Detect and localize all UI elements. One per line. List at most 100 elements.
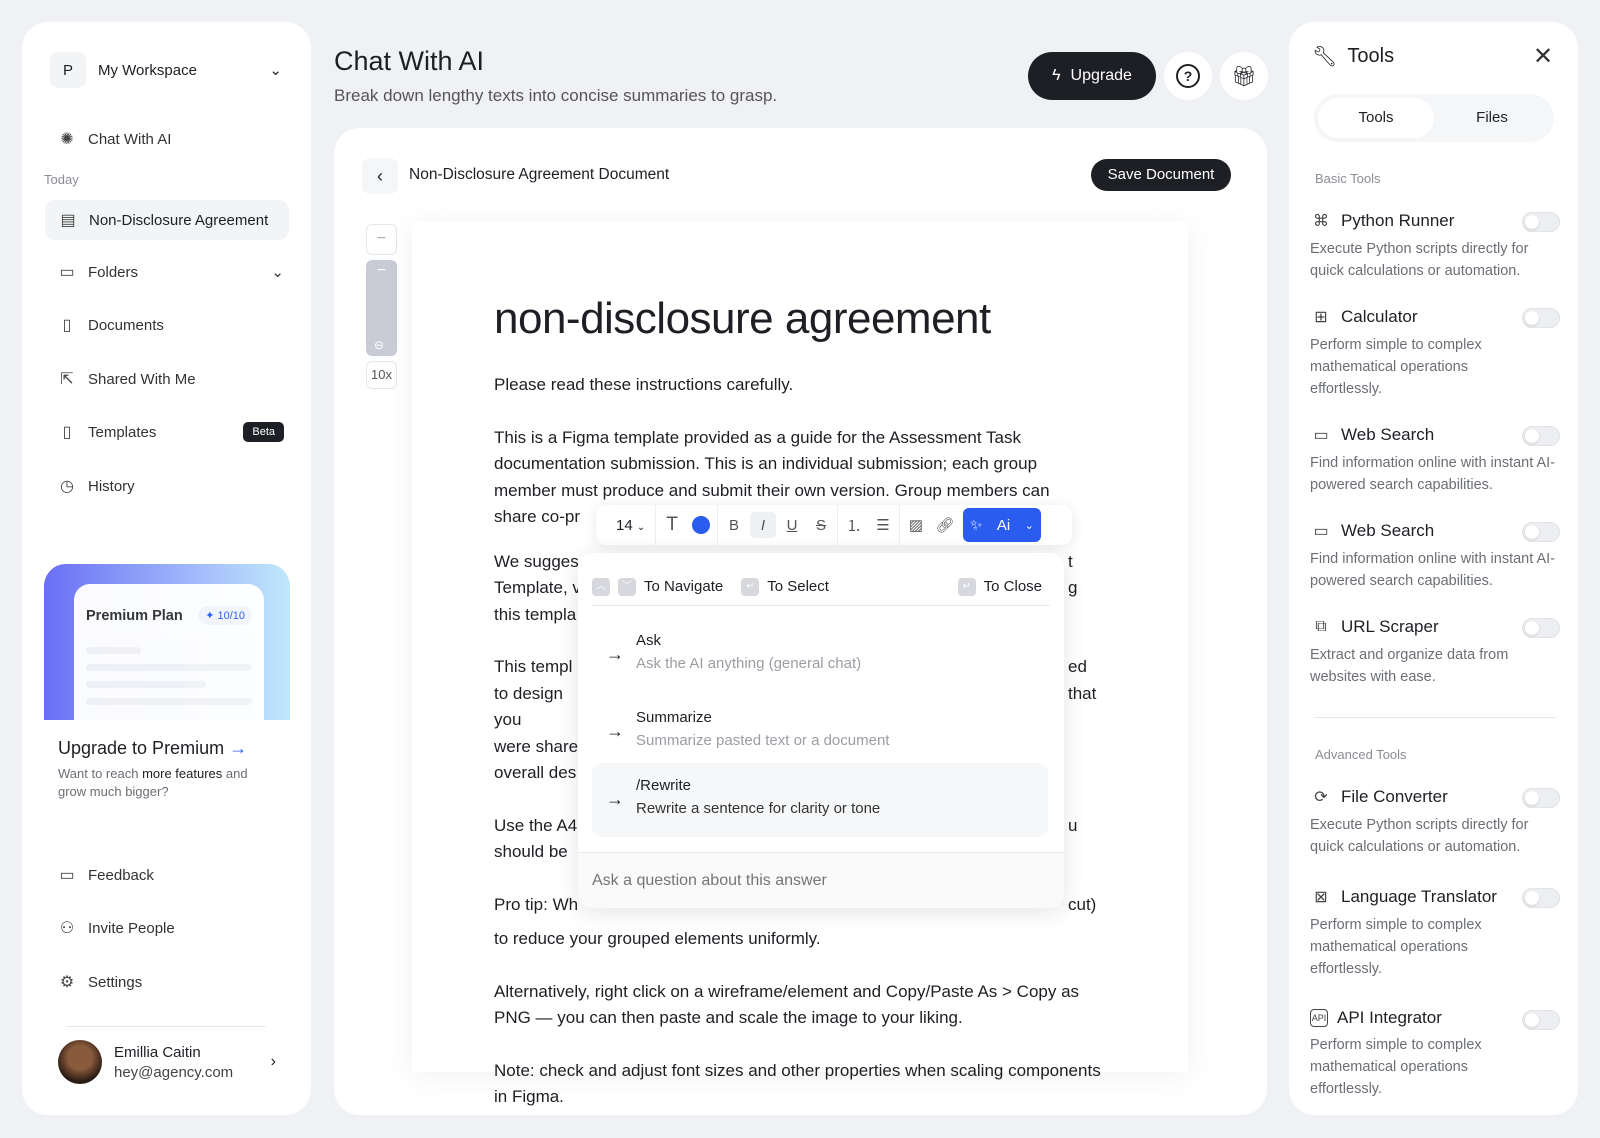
upgrade-premium-link[interactable]: Upgrade to Premium → bbox=[58, 738, 247, 759]
back-button[interactable]: ‹ bbox=[362, 158, 398, 194]
paragraph: Alternatively, right click on a wirefram… bbox=[494, 981, 1080, 1028]
premium-promo[interactable]: Premium Plan ✦ 10/10 bbox=[44, 564, 290, 720]
option-rewrite[interactable]: → /Rewrite Rewrite a sentence for clarity … bbox=[592, 763, 1048, 837]
arrow-right-icon: → bbox=[229, 738, 248, 758]
text-fragment: should be bbox=[494, 842, 568, 861]
paragraph-visible-parts: Use the A4 should be u bbox=[494, 813, 1108, 866]
sidebar-item-chat[interactable]: ✺ Chat With AI bbox=[56, 121, 284, 157]
tool-web-search: ▭ Web Search Find information online with … bbox=[1310, 424, 1560, 496]
tool-language-translator: ⊠ Language Translator Perform simple to co… bbox=[1310, 886, 1560, 980]
chevron-down-icon: ⌄ bbox=[636, 521, 646, 533]
option-ask[interactable]: → Ask Ask the AI anything (general chat) bbox=[592, 618, 1048, 692]
toggle-switch[interactable] bbox=[1522, 888, 1560, 908]
text-color-button[interactable] bbox=[688, 512, 714, 538]
openai-icon: ✺ bbox=[60, 131, 74, 148]
arrow-right-icon: → bbox=[606, 721, 624, 741]
paragraph: This templ to design you were share overal… bbox=[494, 654, 1108, 787]
paragraph-visible-parts: We sugges Template, v this templa t g bbox=[494, 549, 1108, 629]
sidebar-item-recent-nda[interactable]: ▤ Non-Disclosure Agreement bbox=[45, 200, 289, 240]
image-icon[interactable]: ▨ bbox=[908, 517, 924, 534]
workspace-avatar: P bbox=[50, 52, 86, 88]
font-size-select[interactable]: 14 ⌄ bbox=[602, 517, 652, 534]
toggle-switch[interactable] bbox=[1522, 1010, 1560, 1030]
section-label-basic: Basic Tools bbox=[1315, 171, 1381, 186]
text-fragment: t bbox=[1068, 551, 1073, 571]
toggle-switch[interactable] bbox=[1522, 308, 1560, 328]
sidebar-item-history[interactable]: ◷ History bbox=[56, 468, 284, 504]
upgrade-button[interactable]: ϟ Upgrade bbox=[1028, 52, 1156, 100]
option-desc: Rewrite a sentence for clarity or tone bbox=[636, 800, 881, 817]
tab-tools[interactable]: Tools bbox=[1318, 98, 1434, 138]
user-email: hey@agency.com bbox=[114, 1063, 234, 1081]
text-style-icon[interactable]: T bbox=[666, 514, 678, 535]
zoom-out-button[interactable]: − bbox=[366, 224, 397, 255]
sidebar-item-settings[interactable]: ⚙ Settings bbox=[56, 964, 284, 1000]
scraper-icon: ⧉ bbox=[1315, 618, 1327, 635]
gift-button[interactable]: 🎁︎ bbox=[1220, 52, 1268, 100]
ask-question-input[interactable] bbox=[578, 852, 1064, 908]
close-icon[interactable]: ✕ bbox=[1533, 43, 1554, 70]
popup-hints: ︿ ﹀ To Navigate ↵ To Select ↵ To Close bbox=[592, 568, 1050, 606]
bullet-list-icon[interactable]: ☰ bbox=[876, 517, 890, 534]
translate-icon: ⊠ bbox=[1314, 889, 1328, 906]
workspace-switcher[interactable]: P My Workspace ⌄ bbox=[50, 50, 282, 90]
toggle-switch[interactable] bbox=[1522, 426, 1560, 446]
section-label-advanced: Advanced Tools bbox=[1315, 747, 1407, 762]
label: Settings bbox=[88, 973, 143, 991]
help-button[interactable]: ? bbox=[1164, 52, 1212, 100]
strikethrough-icon[interactable]: S bbox=[815, 516, 826, 534]
paragraph-right-fragments: u bbox=[1068, 813, 1108, 840]
tool-name: Web Search bbox=[1341, 521, 1435, 540]
document-icon: ▯ bbox=[62, 317, 72, 334]
hint-close: To Close bbox=[983, 578, 1042, 595]
slider-handle[interactable]: − bbox=[376, 262, 387, 279]
ai-button[interactable]: ✨︎ Ai ⌄ bbox=[963, 508, 1041, 542]
italic-icon[interactable]: I bbox=[750, 512, 776, 538]
sidebar-item-shared[interactable]: ⇱ Shared With Me bbox=[56, 361, 284, 397]
tool-desc: Find information online with instant AI-… bbox=[1310, 455, 1556, 493]
workspace-name: My Workspace bbox=[98, 61, 197, 79]
text-fragment: this templa bbox=[494, 604, 577, 624]
underline-icon[interactable]: U bbox=[786, 516, 798, 534]
help-icon: ? bbox=[1176, 64, 1200, 88]
toggle-switch[interactable] bbox=[1522, 212, 1560, 232]
calculator-icon: ⊞ bbox=[1314, 309, 1328, 326]
panel-title: Tools bbox=[1347, 45, 1395, 67]
tab-files[interactable]: Files bbox=[1476, 109, 1508, 126]
gift-icon: 🎁︎ bbox=[1231, 65, 1257, 88]
enter-key-icon: ↵ bbox=[957, 577, 976, 596]
sidebar-item-folders[interactable]: ▭ Folders ⌄ bbox=[56, 254, 284, 290]
tool-name: Language Translator bbox=[1341, 887, 1497, 906]
page-title: Chat With AI bbox=[334, 46, 485, 76]
link-icon[interactable]: 🔗︎ bbox=[935, 517, 955, 534]
toggle-switch[interactable] bbox=[1522, 788, 1560, 808]
save-document-button[interactable]: Save Document bbox=[1091, 159, 1231, 191]
toggle-switch[interactable] bbox=[1522, 618, 1560, 638]
paragraph-right-fragments: cut) bbox=[1068, 892, 1108, 919]
sidebar-item-documents[interactable]: ▯ Documents bbox=[56, 307, 284, 343]
bold-icon[interactable]: B bbox=[728, 516, 739, 534]
sidebar-item-templates[interactable]: ▯ Templates Beta bbox=[56, 414, 284, 450]
paragraph: This is a Figma template provided as a g… bbox=[494, 427, 1050, 527]
ordered-list-icon[interactable]: ⒈ bbox=[846, 517, 862, 535]
sidebar-item-feedback[interactable]: ▭ Feedback bbox=[56, 857, 284, 893]
paragraph-left-fragments: Use the A4 should be bbox=[494, 813, 586, 866]
label: Ai bbox=[996, 516, 1011, 534]
user-profile[interactable]: Emillia Caitin hey@agency.com › bbox=[58, 1040, 276, 1084]
document-heading: non-disclosure agreement bbox=[494, 294, 991, 343]
t: Want to reach bbox=[58, 766, 143, 781]
template-icon: ▯ bbox=[62, 424, 72, 441]
sidebar-item-invite[interactable]: ⚇ Invite People bbox=[56, 910, 284, 946]
label: Folders bbox=[88, 263, 139, 281]
tool-desc: Extract and organize data from websites … bbox=[1310, 647, 1509, 685]
option-summarize[interactable]: → Summarize Summarize pasted text or a doc… bbox=[592, 695, 1048, 769]
t: more features bbox=[142, 766, 223, 781]
option-title: Ask bbox=[636, 632, 662, 649]
text-fragment: We sugges bbox=[494, 551, 579, 571]
browser-icon: ▭ bbox=[1313, 427, 1329, 444]
text-fragment: to design you bbox=[494, 683, 563, 730]
zoom-slider[interactable]: − ⊖ bbox=[366, 260, 397, 356]
toggle-switch[interactable] bbox=[1522, 522, 1560, 542]
paragraph-left-fragments: We sugges Template, v this templa bbox=[494, 549, 586, 629]
text-fragment: Use the A4 bbox=[494, 815, 578, 835]
